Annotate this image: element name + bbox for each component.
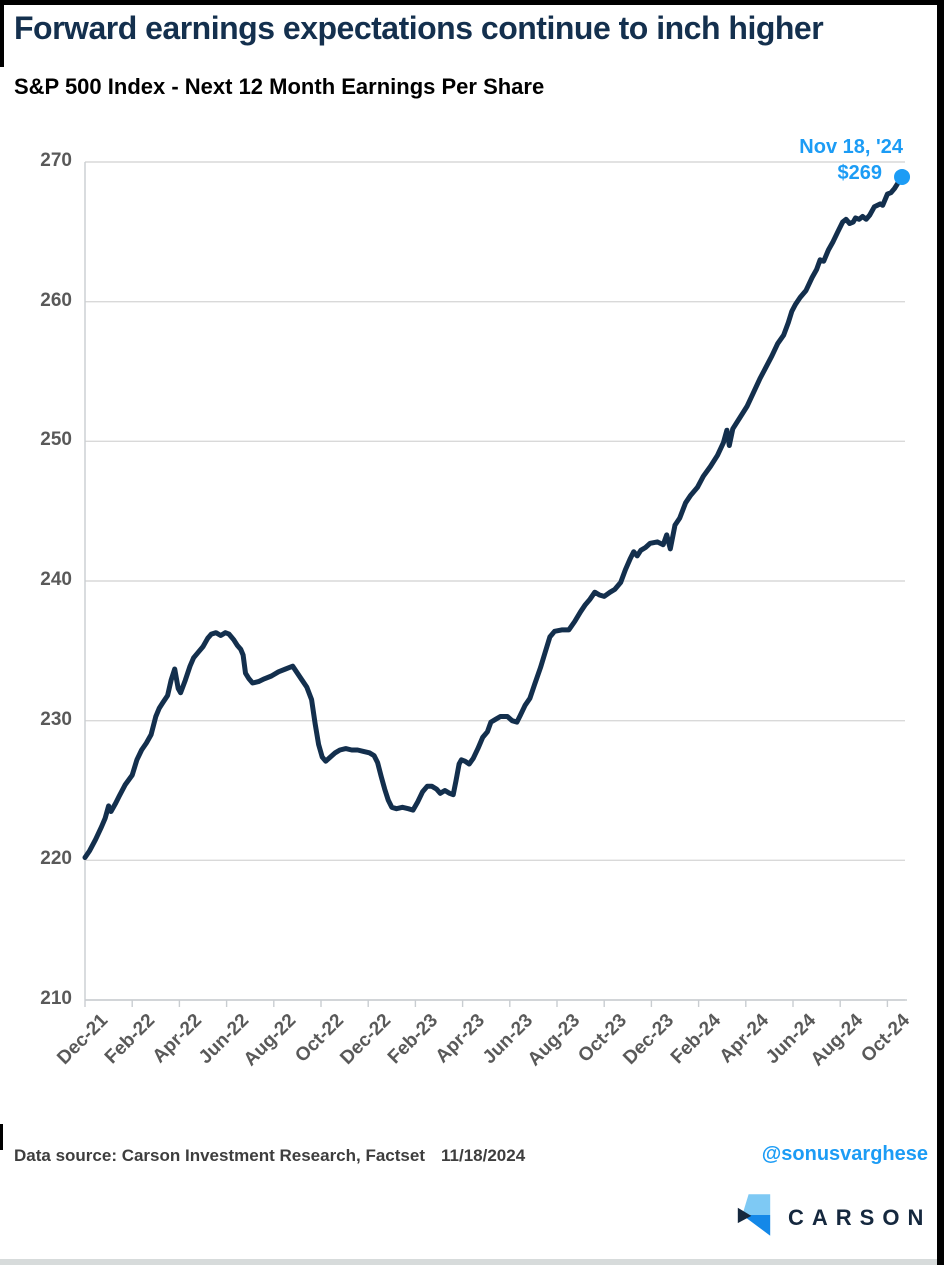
right-edge-border [937,0,944,1265]
eps-line-chart [82,161,911,1007]
y-tick-label-230: 230 [40,708,72,730]
y-tick-label-270: 270 [40,150,72,171]
y-tick-label-260: 260 [40,289,72,311]
page-title: Forward earnings expectations continue t… [14,10,824,46]
bottom-edge-strip [0,1259,944,1265]
endpoint-annotation-value: $269 [837,162,883,184]
carson-logo-text: CARSON [788,1204,932,1230]
endpoint-dot [894,168,911,185]
endpoint-annotation-date: Nov 18, '24 [799,136,903,158]
y-tick-label-210: 210 [40,988,72,1009]
chart-subtitle: S&P 500 Index - Next 12 Month Earnings P… [14,74,545,99]
data-source-date: 11/18/2024 [441,1146,526,1165]
left-edge-border-fragment [0,1124,3,1150]
y-tick-label-220: 220 [40,848,72,870]
data-source-label: Data source: Carson Investment Research,… [14,1146,425,1165]
eps-series-line [82,174,905,860]
top-edge-border [0,0,944,5]
left-edge-border [0,0,4,67]
carson-logo-icon [736,1192,772,1243]
y-tick-label-250: 250 [40,429,72,451]
social-handle[interactable]: @sonusvarghese [761,1143,928,1165]
data-source-line: Data source: Carson Investment Research,… [14,1146,525,1166]
carson-logo: CARSON [736,1192,931,1243]
y-tick-label-240: 240 [40,569,72,590]
